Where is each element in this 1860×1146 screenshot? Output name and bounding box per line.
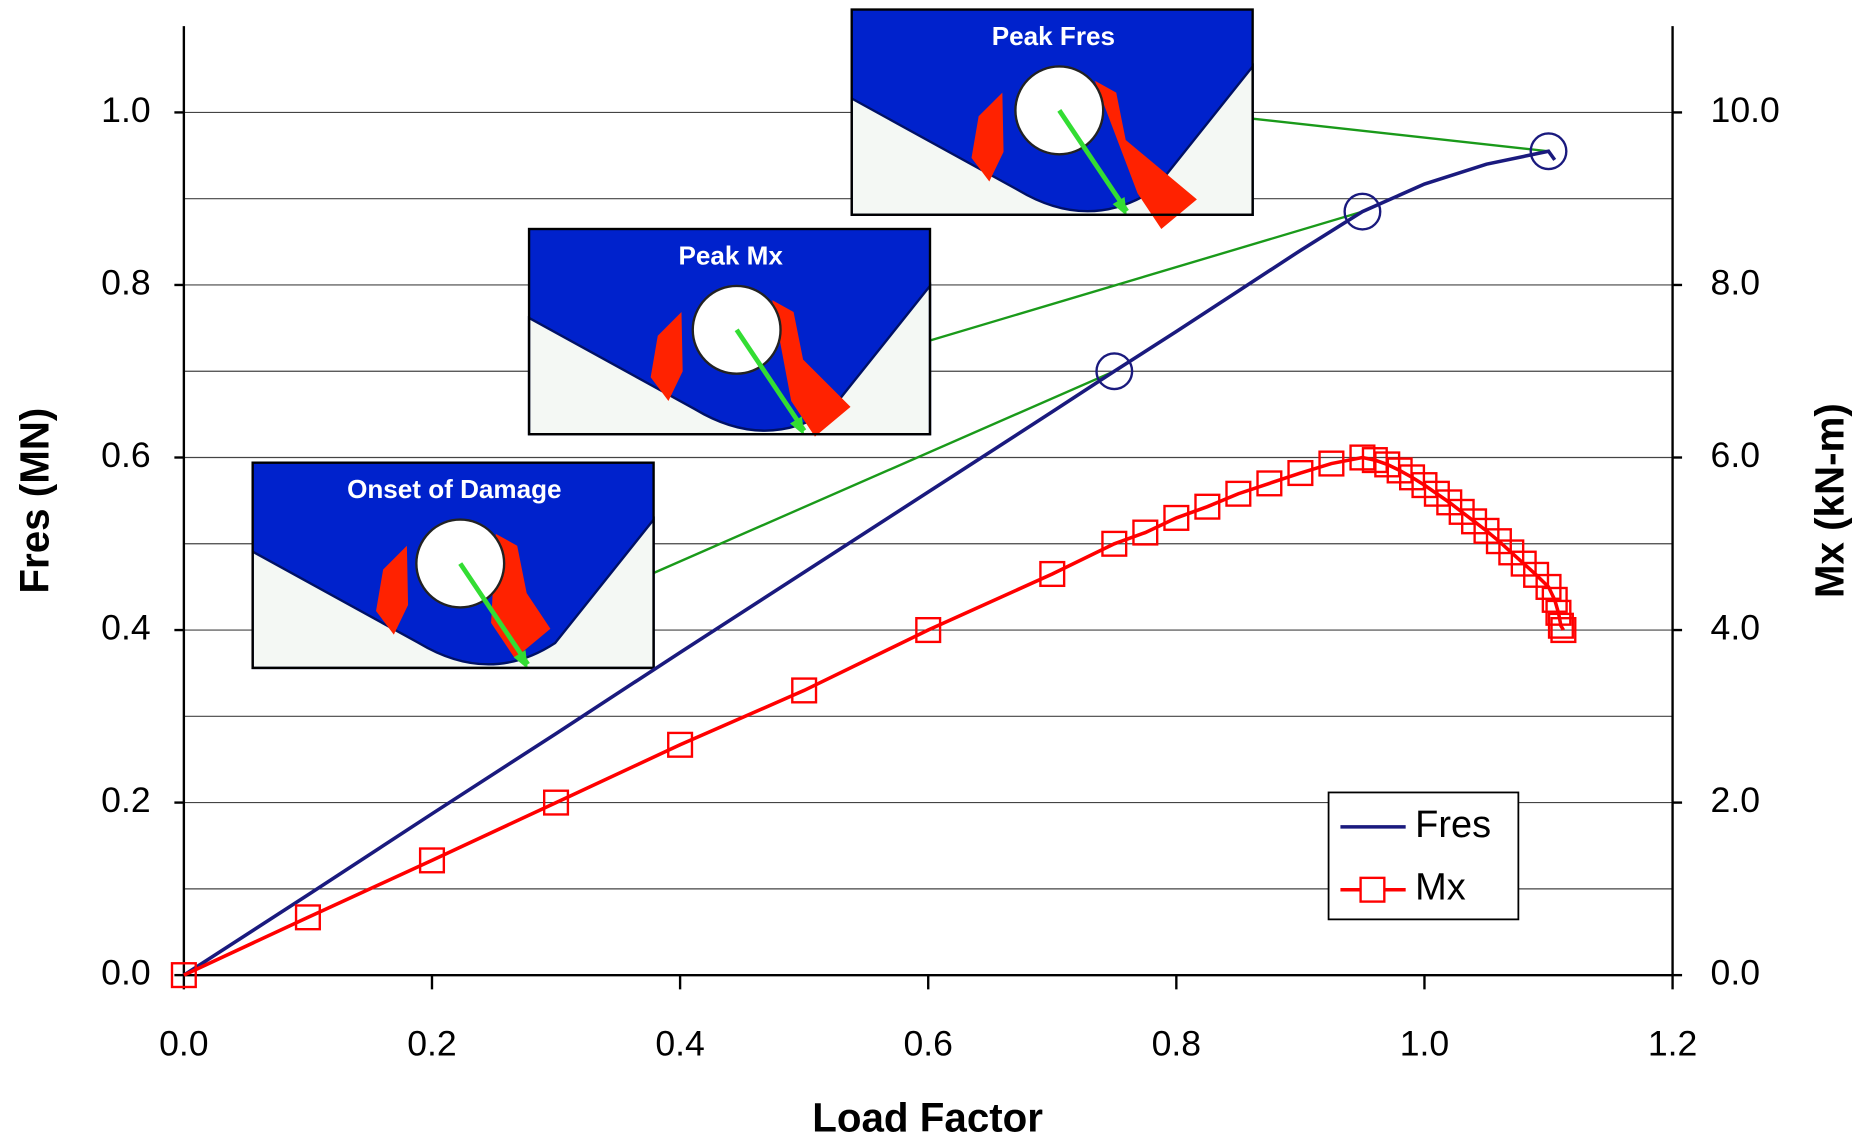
x-tick-label: 0.4 <box>655 1024 704 1064</box>
x-tick-label: 0.0 <box>159 1024 208 1064</box>
legend-label: Fres <box>1415 804 1491 846</box>
legend-label: Mx <box>1415 867 1466 909</box>
y-tick-label: 0.8 <box>101 262 150 302</box>
chart: Load Factor Fres (MN) Mx (kN-m) 0.0 0.2 0.… <box>0 0 1860 1146</box>
y-tick-label: 0.4 <box>101 607 150 647</box>
y-tick-label: 0.6 <box>101 435 150 475</box>
x-tick-label: 0.6 <box>903 1024 952 1064</box>
y-axis-title: Fres (MN) <box>12 408 58 594</box>
connector <box>930 212 1362 341</box>
inset-title: Peak Fres <box>992 21 1115 51</box>
y2-tick-label: 6.0 <box>1711 435 1760 475</box>
y-tick-label: 0.0 <box>101 953 150 993</box>
x-tick-label: 0.2 <box>407 1024 456 1064</box>
x-tick-label: 0.8 <box>1152 1024 1201 1064</box>
inset-image: Peak Mx <box>529 229 930 437</box>
inset-title: Onset of Damage <box>347 474 561 504</box>
y2-tick-label: 0.0 <box>1711 953 1760 993</box>
legend-marker <box>1361 878 1385 902</box>
inset-image: Onset of Damage <box>253 463 654 669</box>
x-axis-title: Load Factor <box>812 1095 1043 1141</box>
inset-image: Peak Fres <box>852 10 1253 229</box>
y2-tick-label: 2.0 <box>1711 780 1760 820</box>
y-tick-label: 1.0 <box>101 90 150 130</box>
y2-tick-label: 4.0 <box>1711 607 1760 647</box>
y-tick-label: 0.2 <box>101 780 150 820</box>
page: Load Factor Fres (MN) Mx (kN-m) 0.0 0.2 0.… <box>0 0 1860 1146</box>
y2-axis-title: Mx (kN-m) <box>1806 403 1852 598</box>
y2-tick-label: 10.0 <box>1711 90 1780 130</box>
inset-title: Peak Mx <box>679 240 784 270</box>
y2-tick-label: 8.0 <box>1711 262 1760 302</box>
connector <box>1253 119 1549 152</box>
x-tick-label: 1.0 <box>1400 1024 1449 1064</box>
x-tick-label: 1.2 <box>1648 1024 1697 1064</box>
